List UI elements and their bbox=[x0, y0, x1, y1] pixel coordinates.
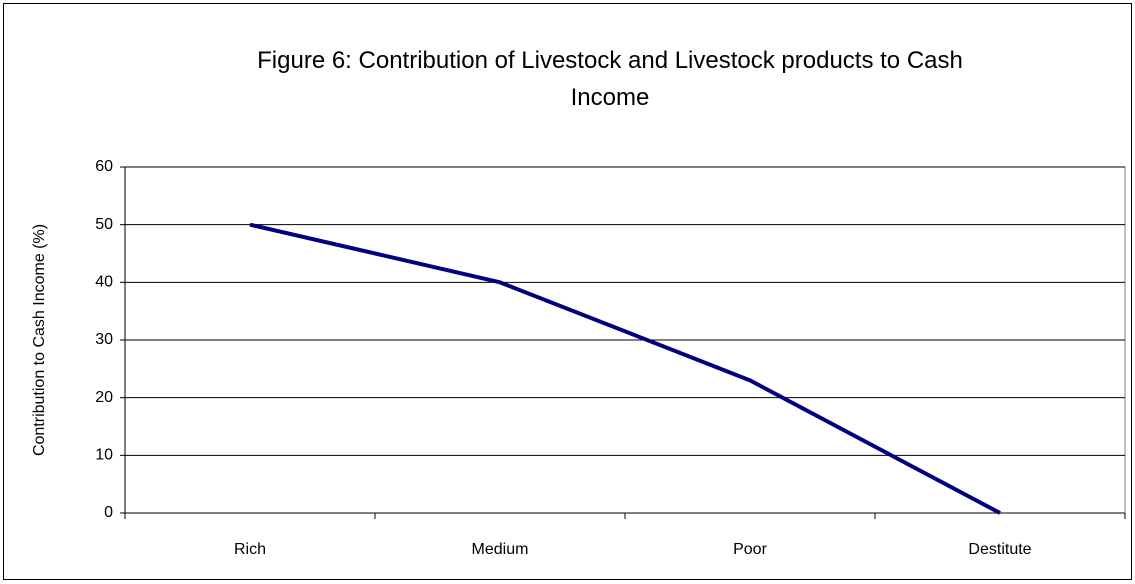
y-axis-label: Contribution to Cash Income (%) bbox=[31, 224, 48, 456]
data-line bbox=[249, 222, 1001, 515]
y-tick-label: 50 bbox=[95, 216, 113, 233]
x-tick-label: Rich bbox=[234, 541, 266, 558]
x-tick-label: Medium bbox=[472, 541, 529, 558]
y-tick-label: 10 bbox=[95, 447, 113, 464]
y-tick-label: 60 bbox=[95, 158, 113, 175]
x-tick-label: Destitute bbox=[968, 541, 1031, 558]
y-tick-label: 30 bbox=[95, 331, 113, 348]
x-tick-label: Poor bbox=[733, 541, 767, 558]
y-tick-label: 40 bbox=[95, 274, 113, 291]
chart-frame bbox=[3, 3, 1132, 580]
chart-title: Figure 6: Contribution of Livestock and … bbox=[257, 47, 963, 111]
y-tick-label: 20 bbox=[95, 389, 113, 406]
y-tick-label: 0 bbox=[104, 504, 113, 521]
